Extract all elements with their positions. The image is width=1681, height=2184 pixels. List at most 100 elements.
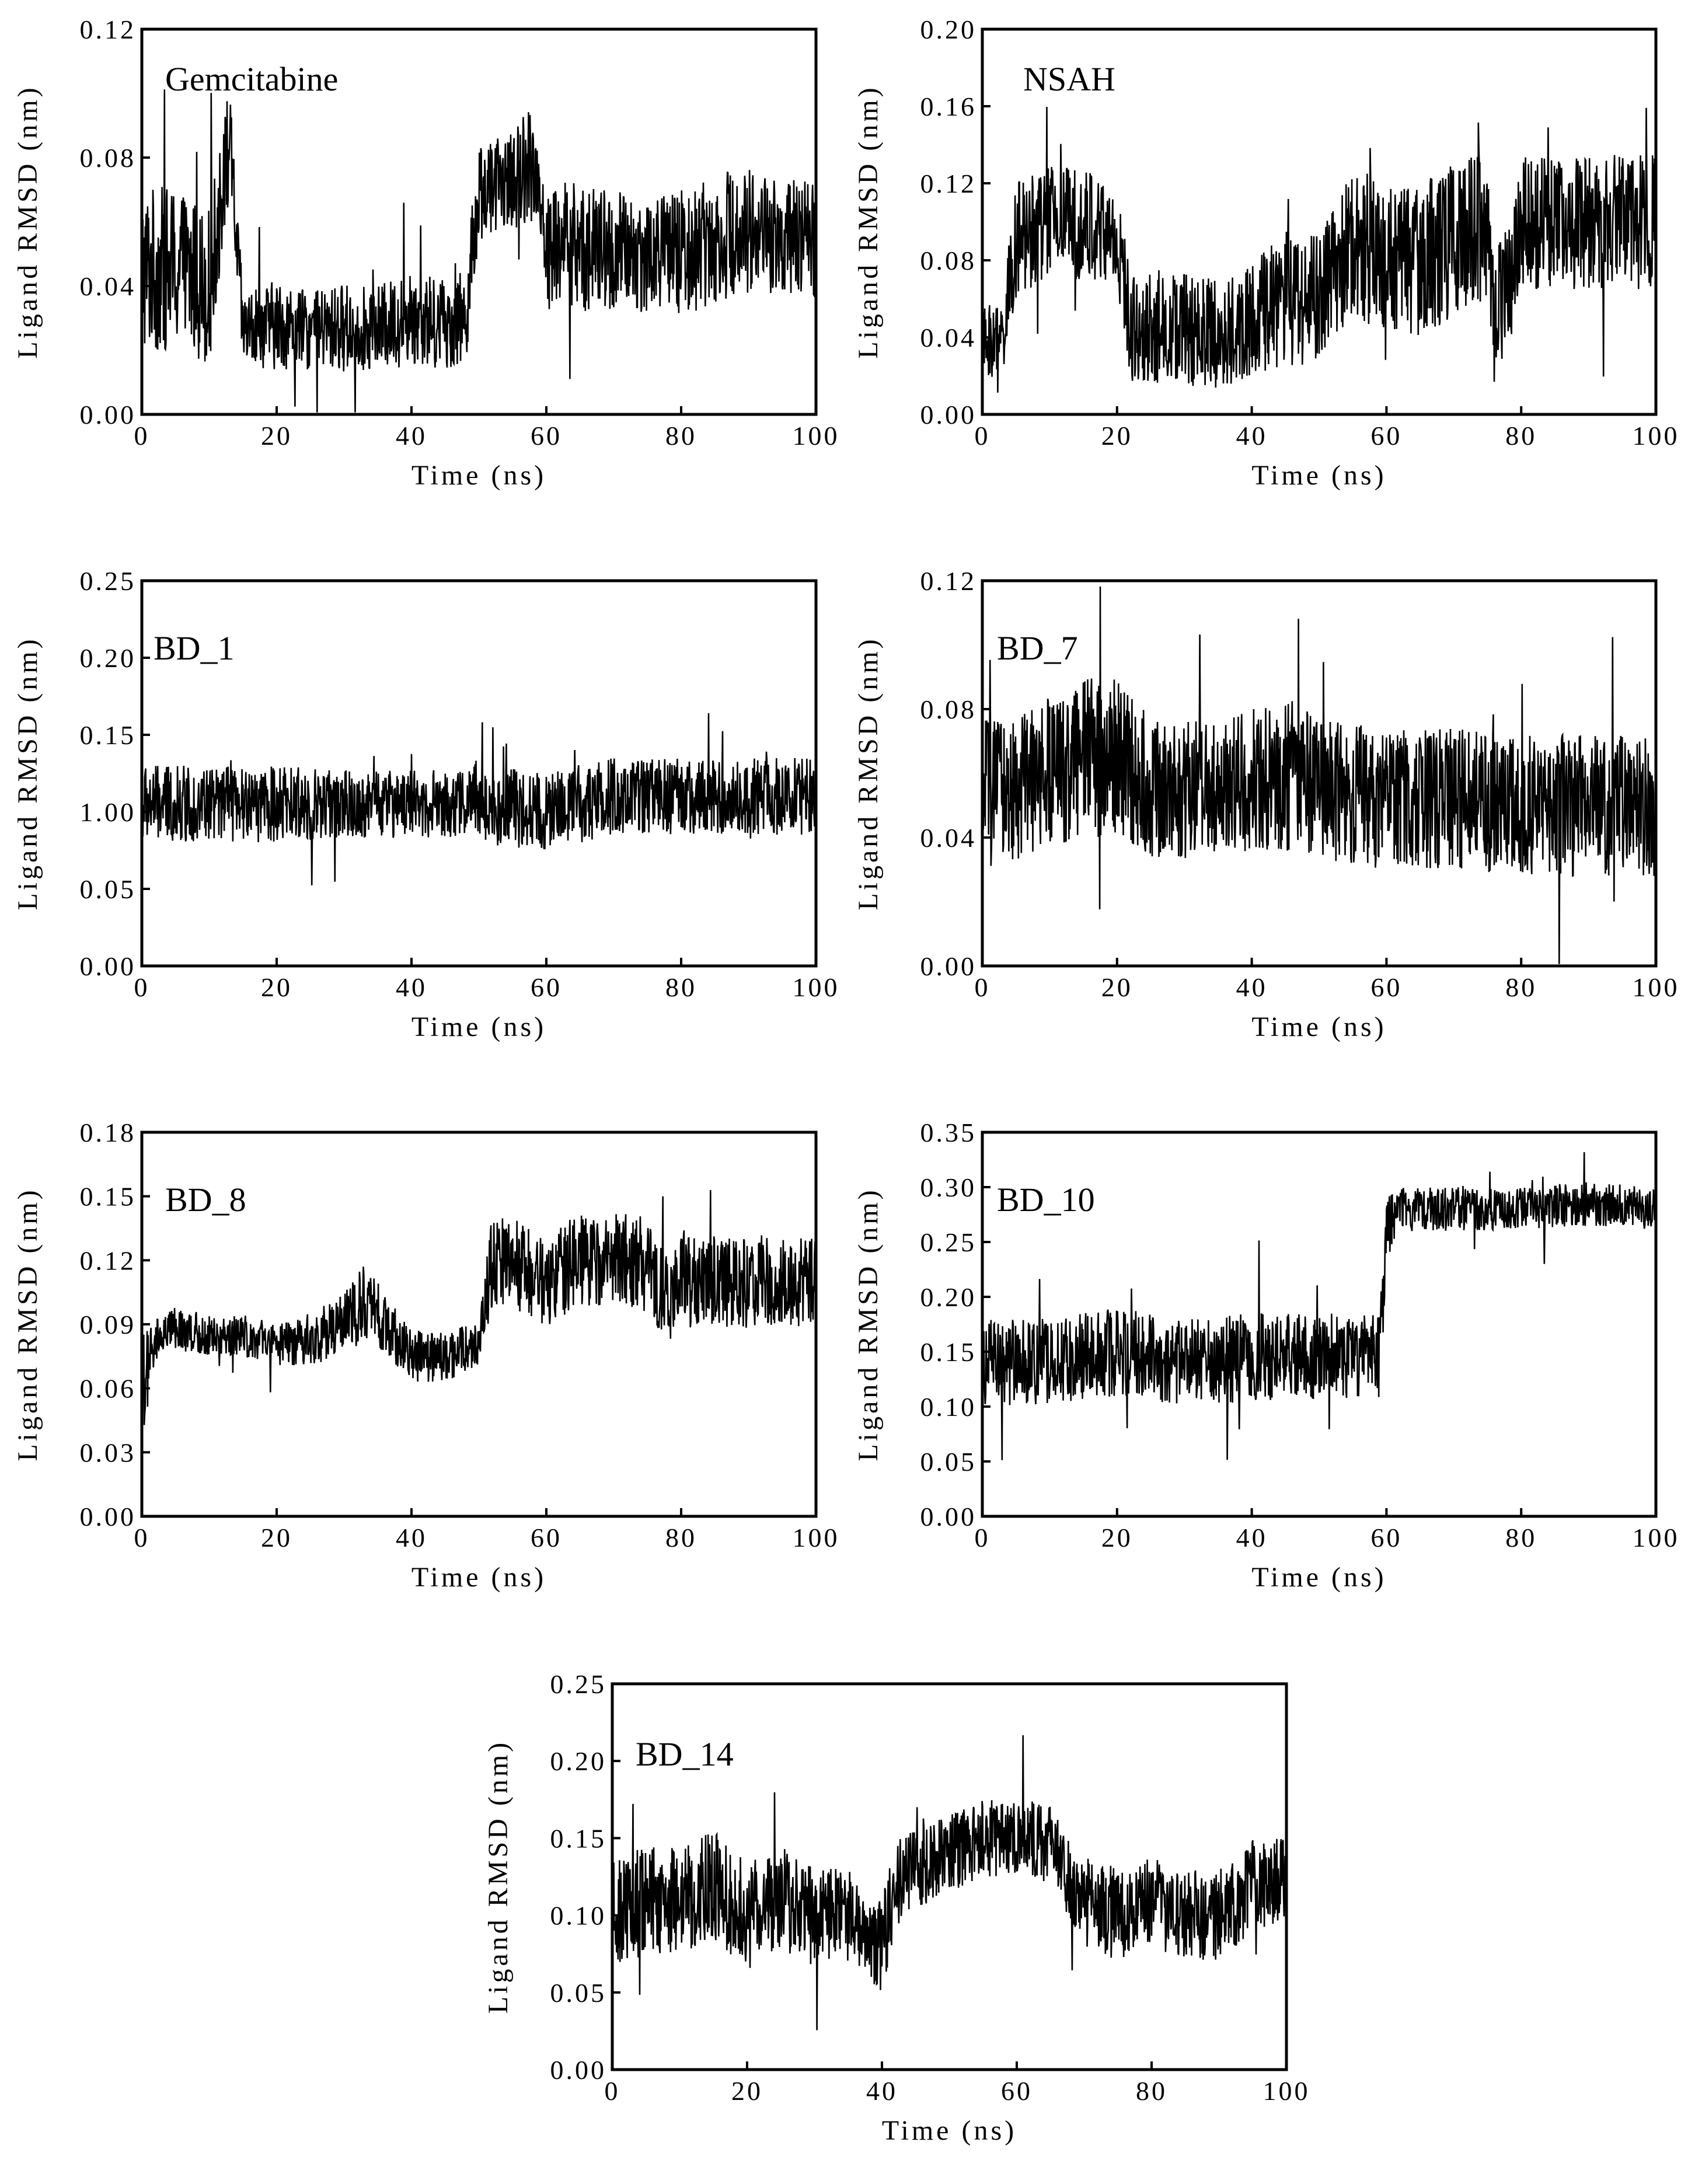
x-tick-label: 100 bbox=[793, 1523, 840, 1552]
rmsd-trace bbox=[612, 1735, 1286, 2031]
panel-label: BD_8 bbox=[165, 1181, 246, 1219]
y-tick-label: 0.05 bbox=[80, 874, 137, 904]
x-tick-label: 100 bbox=[1633, 421, 1680, 451]
panel-label: Gemcitabine bbox=[165, 60, 338, 98]
x-tick-label: 20 bbox=[1101, 421, 1133, 451]
y-axis-title: Ligand RMSD (nm) bbox=[853, 636, 884, 910]
y-tick-label: 0.00 bbox=[80, 1502, 137, 1531]
x-tick-label: 60 bbox=[531, 421, 562, 451]
x-tick-label: 60 bbox=[1001, 2076, 1033, 2106]
x-tick-label: 0 bbox=[134, 972, 150, 1002]
x-tick-label: 80 bbox=[665, 421, 697, 451]
chart-panel: 0 20 40 60 80 100 0.00 0.03 0.06 0.09 0.12 0.15 0.18… bbox=[12, 1118, 840, 1593]
y-tick-label: 0.05 bbox=[920, 1447, 977, 1477]
y-tick-label: 0.04 bbox=[80, 271, 137, 301]
y-tick-label: 0.00 bbox=[920, 400, 977, 430]
y-tick-label: 0.35 bbox=[920, 1118, 977, 1147]
x-tick-label: 80 bbox=[1136, 2076, 1167, 2106]
x-axis-title: Time (ns) bbox=[1251, 460, 1386, 491]
y-tick-label: 0.04 bbox=[920, 823, 977, 853]
y-tick-label: 0.20 bbox=[80, 643, 137, 673]
x-axis-title: Time (ns) bbox=[1251, 1562, 1386, 1593]
x-tick-label: 20 bbox=[261, 972, 292, 1002]
y-axis-title: Ligand RMSD (nm) bbox=[12, 636, 43, 910]
y-tick-label: 0.30 bbox=[920, 1173, 977, 1202]
x-tick-label: 100 bbox=[1633, 1523, 1680, 1552]
x-tick-label: 60 bbox=[531, 1523, 562, 1552]
rmsd-trace bbox=[142, 1189, 816, 1425]
panel-label: BD_1 bbox=[154, 629, 235, 667]
x-tick-label: 0 bbox=[975, 972, 991, 1002]
y-tick-label: 0.15 bbox=[80, 720, 137, 750]
plot-frame bbox=[981, 1131, 1658, 1518]
y-tick-label: 0.00 bbox=[920, 1502, 977, 1531]
x-tick-label: 20 bbox=[1101, 972, 1133, 1002]
x-tick-label: 0 bbox=[605, 2076, 620, 2106]
chart-panel: 0 20 40 60 80 100 0.00 0.04 0.08 0.12 Time (ns) Lig… bbox=[12, 15, 840, 491]
y-axis-title: Ligand RMSD (nm) bbox=[853, 85, 884, 358]
y-tick-label: 0.25 bbox=[80, 566, 137, 596]
x-tick-label: 40 bbox=[396, 1523, 427, 1552]
y-tick-label: 0.20 bbox=[920, 1282, 977, 1312]
x-tick-label: 40 bbox=[1236, 421, 1268, 451]
x-tick-label: 20 bbox=[1101, 1523, 1133, 1552]
y-tick-label: 0.20 bbox=[550, 1746, 607, 1776]
x-axis-title: Time (ns) bbox=[411, 1562, 546, 1593]
rmsd-trace bbox=[142, 713, 816, 886]
x-tick-label: 60 bbox=[1370, 972, 1402, 1002]
panel-label: NSAH bbox=[1023, 60, 1115, 98]
y-tick-label: 0.00 bbox=[920, 951, 977, 981]
y-axis-title: Ligand RMSD (nm) bbox=[12, 1187, 43, 1461]
y-tick-label: 0.15 bbox=[80, 1182, 137, 1212]
plot-frame bbox=[981, 579, 1658, 968]
x-tick-label: 100 bbox=[793, 972, 840, 1002]
x-tick-label: 80 bbox=[1505, 972, 1537, 1002]
x-tick-label: 100 bbox=[793, 421, 840, 451]
x-tick-label: 40 bbox=[396, 421, 427, 451]
chart-panel: 0 20 40 60 80 100 0.00 0.04 0.08 0.12 0.16 0.20 Time… bbox=[853, 15, 1680, 491]
plot-frame bbox=[981, 27, 1658, 416]
y-tick-label: 0.03 bbox=[80, 1438, 137, 1467]
rmsd-trace bbox=[142, 89, 816, 413]
y-tick-label: 0.20 bbox=[920, 15, 977, 44]
x-tick-label: 80 bbox=[1505, 421, 1537, 451]
x-tick-label: 0 bbox=[134, 1523, 150, 1552]
x-axis-title: Time (ns) bbox=[411, 460, 546, 491]
y-tick-label: 0.25 bbox=[920, 1227, 977, 1257]
x-tick-label: 80 bbox=[665, 972, 697, 1002]
panel-label: BD_7 bbox=[997, 629, 1078, 667]
x-tick-label: 40 bbox=[866, 2076, 898, 2106]
y-tick-label: 0.06 bbox=[80, 1374, 137, 1404]
y-tick-label: 0.04 bbox=[920, 323, 977, 353]
chart-panel: 0 20 40 60 80 100 0.00 0.04 0.08 0.12 Time (ns) Lig… bbox=[853, 566, 1677, 1042]
y-tick-label: 0.09 bbox=[80, 1310, 137, 1339]
x-tick-label: 20 bbox=[731, 2076, 763, 2106]
y-tick-label: 0.08 bbox=[80, 143, 137, 173]
chart-panel: 0 20 40 60 80 100 0.00 0.05 1.00 0.15 0.20 0.25 Time… bbox=[12, 566, 840, 1042]
x-axis-title: Time (ns) bbox=[411, 1011, 546, 1042]
y-tick-label: 0.00 bbox=[80, 400, 137, 430]
y-tick-label: 0.16 bbox=[920, 92, 977, 121]
y-tick-label: 0.12 bbox=[920, 566, 977, 596]
x-tick-label: 40 bbox=[1236, 1523, 1268, 1552]
plot-frame bbox=[611, 1682, 1288, 2071]
rmsd-trace bbox=[982, 1152, 1656, 1460]
y-tick-label: 0.12 bbox=[80, 1245, 137, 1275]
x-tick-label: 0 bbox=[975, 421, 991, 451]
y-tick-label: 0.18 bbox=[80, 1118, 137, 1147]
y-axis-title: Ligand RMSD (nm) bbox=[853, 1187, 884, 1461]
x-tick-label: 60 bbox=[1370, 421, 1402, 451]
x-tick-label: 80 bbox=[1505, 1523, 1537, 1552]
y-tick-label: 1.00 bbox=[80, 797, 137, 827]
y-tick-label: 0.12 bbox=[920, 169, 977, 198]
x-tick-label: 20 bbox=[261, 421, 292, 451]
y-tick-label: 0.15 bbox=[920, 1337, 977, 1367]
x-tick-label: 80 bbox=[665, 1523, 697, 1552]
y-tick-label: 0.10 bbox=[920, 1392, 977, 1422]
y-tick-label: 0.00 bbox=[550, 2055, 607, 2085]
chart-panel: 0 20 40 60 80 100 0.00 0.05 0.10 0.15 0.20 0.25 0.30… bbox=[853, 1118, 1680, 1593]
x-tick-label: 40 bbox=[396, 972, 427, 1002]
x-tick-label: 100 bbox=[1263, 2076, 1310, 2106]
x-tick-label: 60 bbox=[1370, 1523, 1402, 1552]
